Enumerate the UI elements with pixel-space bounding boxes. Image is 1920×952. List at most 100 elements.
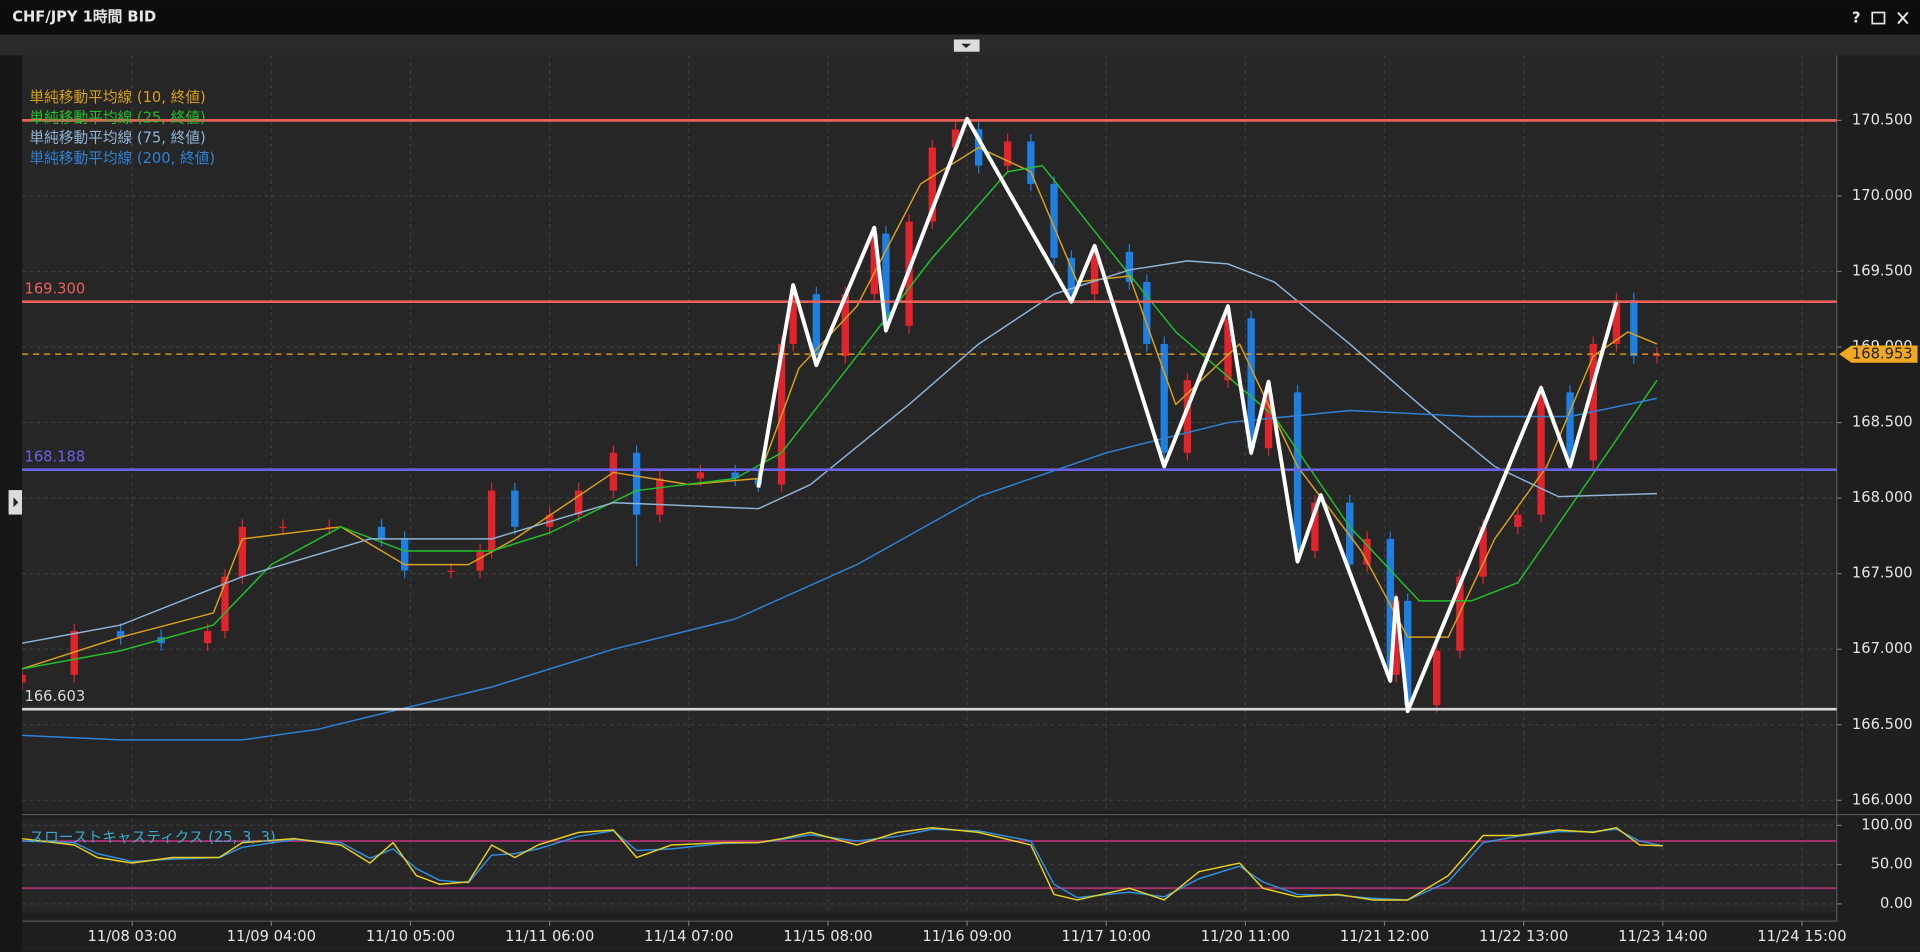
labels: スローストキャスティクス (25, 3, 3) 11/08 03:00 11/09… [24,89,1918,945]
candle-body [1537,392,1545,515]
x-tick-label: 11/23 14:00 [1618,928,1707,945]
candle-body [1050,183,1058,258]
candle-body [841,294,849,357]
candle-body [951,129,960,148]
close-button[interactable] [1897,11,1909,25]
candle-body [574,490,583,515]
legend-entry: 単純移動平均線 (25, 終値) [29,109,205,126]
y-tick-label: 167.000 [1852,640,1913,657]
x-tick-label: 11/17 10:00 [1062,928,1151,945]
level-label: 168.188 [24,448,85,465]
candle-body [1346,502,1354,565]
x-tick-label: 11/22 13:00 [1479,928,1568,945]
candle-body [609,452,618,491]
window-title: CHF/JPY 1時間 BID [12,7,156,25]
candle-body [1224,318,1232,381]
moving-average-line [22,146,1658,670]
y-tick-label: 0.00 [1880,895,1913,912]
oscillator-series [22,826,1837,901]
x-tick-label: 11/09 04:00 [227,928,316,945]
candle-body [1125,251,1134,283]
restore-button[interactable] [1871,11,1886,25]
candle-body [487,490,496,552]
title-bar [0,0,1920,35]
last-price-label: 168.953 [1852,346,1913,363]
candle-body [731,472,739,479]
candle-body [1143,282,1151,344]
candle-body [22,674,26,683]
candle-body [1386,538,1394,675]
candle-body [1566,392,1574,461]
x-tick-label: 11/21 12:00 [1340,928,1429,945]
y-tick-label: 166.500 [1852,716,1913,733]
y-tick-label: 170.000 [1852,187,1913,204]
candle-body [1160,343,1168,453]
candle-body [870,233,878,295]
candle-body [238,526,247,577]
x-tick-label: 11/20 11:00 [1201,928,1290,945]
y-tick-label: 169.500 [1852,262,1913,279]
candle-body [632,452,641,515]
candle-body [882,233,890,326]
candle-body [1589,343,1597,461]
candle-body [1264,392,1273,449]
candle-body [1067,257,1076,295]
oscillator-plot-area [22,818,1837,913]
candle-body [1404,600,1412,706]
candle-body [511,490,519,527]
help-button[interactable]: ? [1852,10,1861,27]
y-tick-label: 170.500 [1852,111,1913,128]
y-tick-label: 166.000 [1852,791,1913,808]
candle-body [1514,514,1522,527]
candle-body [1247,318,1255,449]
x-tick-label: 11/14 07:00 [644,928,733,945]
moving-average-line [22,260,1658,644]
moving-average-line [22,397,1658,741]
candle-body [116,631,125,638]
candle-body [1090,251,1099,295]
legend-entry: 単純移動平均線 (75, 終値) [29,130,205,147]
last-price-tag [1839,345,1918,363]
candle-body [1183,380,1192,453]
candle-body [325,526,333,529]
candle-body [221,576,229,632]
level-label: 169.300 [24,280,85,297]
candle-body [812,294,821,357]
candle-body [789,294,797,344]
y-tick-label: 167.500 [1852,565,1913,582]
zigzag-line [756,116,1619,714]
candle-body [476,551,484,571]
candle-body [1293,392,1302,552]
x-tick-label: 11/24 15:00 [1757,928,1846,945]
y-tick-label: 168.000 [1852,489,1913,506]
candle-body [928,147,936,222]
candle-body [1653,354,1661,357]
candle-body [1003,141,1012,166]
candle-body [1363,538,1371,565]
x-tick-label: 11/16 09:00 [922,928,1011,945]
candle-body [1612,300,1621,344]
x-tick-label: 11/10 05:00 [366,928,455,945]
y-tick-label: 50.00 [1871,856,1913,873]
y-tick-label: 100.00 [1861,816,1912,833]
legend-entry: 単純移動平均線 (200, 終値) [29,150,215,167]
side-panel-arrow [13,497,19,508]
oscillator-line [22,826,1663,901]
x-tick-label: 11/08 03:00 [88,928,177,945]
level-label: 166.603 [24,688,85,705]
candle-body [1027,141,1035,184]
oscillator-title: スローストキャスティクス (25, 3, 3) [29,829,275,846]
candle-body [70,631,78,675]
candle-body [401,538,409,571]
candle-body [545,514,554,527]
candle-body [203,631,212,644]
candle-body [1479,526,1487,577]
candle-body [1311,502,1319,552]
candle-body [656,478,664,515]
candle-body [447,570,455,572]
candle-body [696,472,705,479]
candle-body [377,526,386,539]
legend-entry: 単純移動平均線 (10, 終値) [29,89,205,106]
main-series [22,116,1837,741]
x-tick-label: 11/15 08:00 [783,928,872,945]
